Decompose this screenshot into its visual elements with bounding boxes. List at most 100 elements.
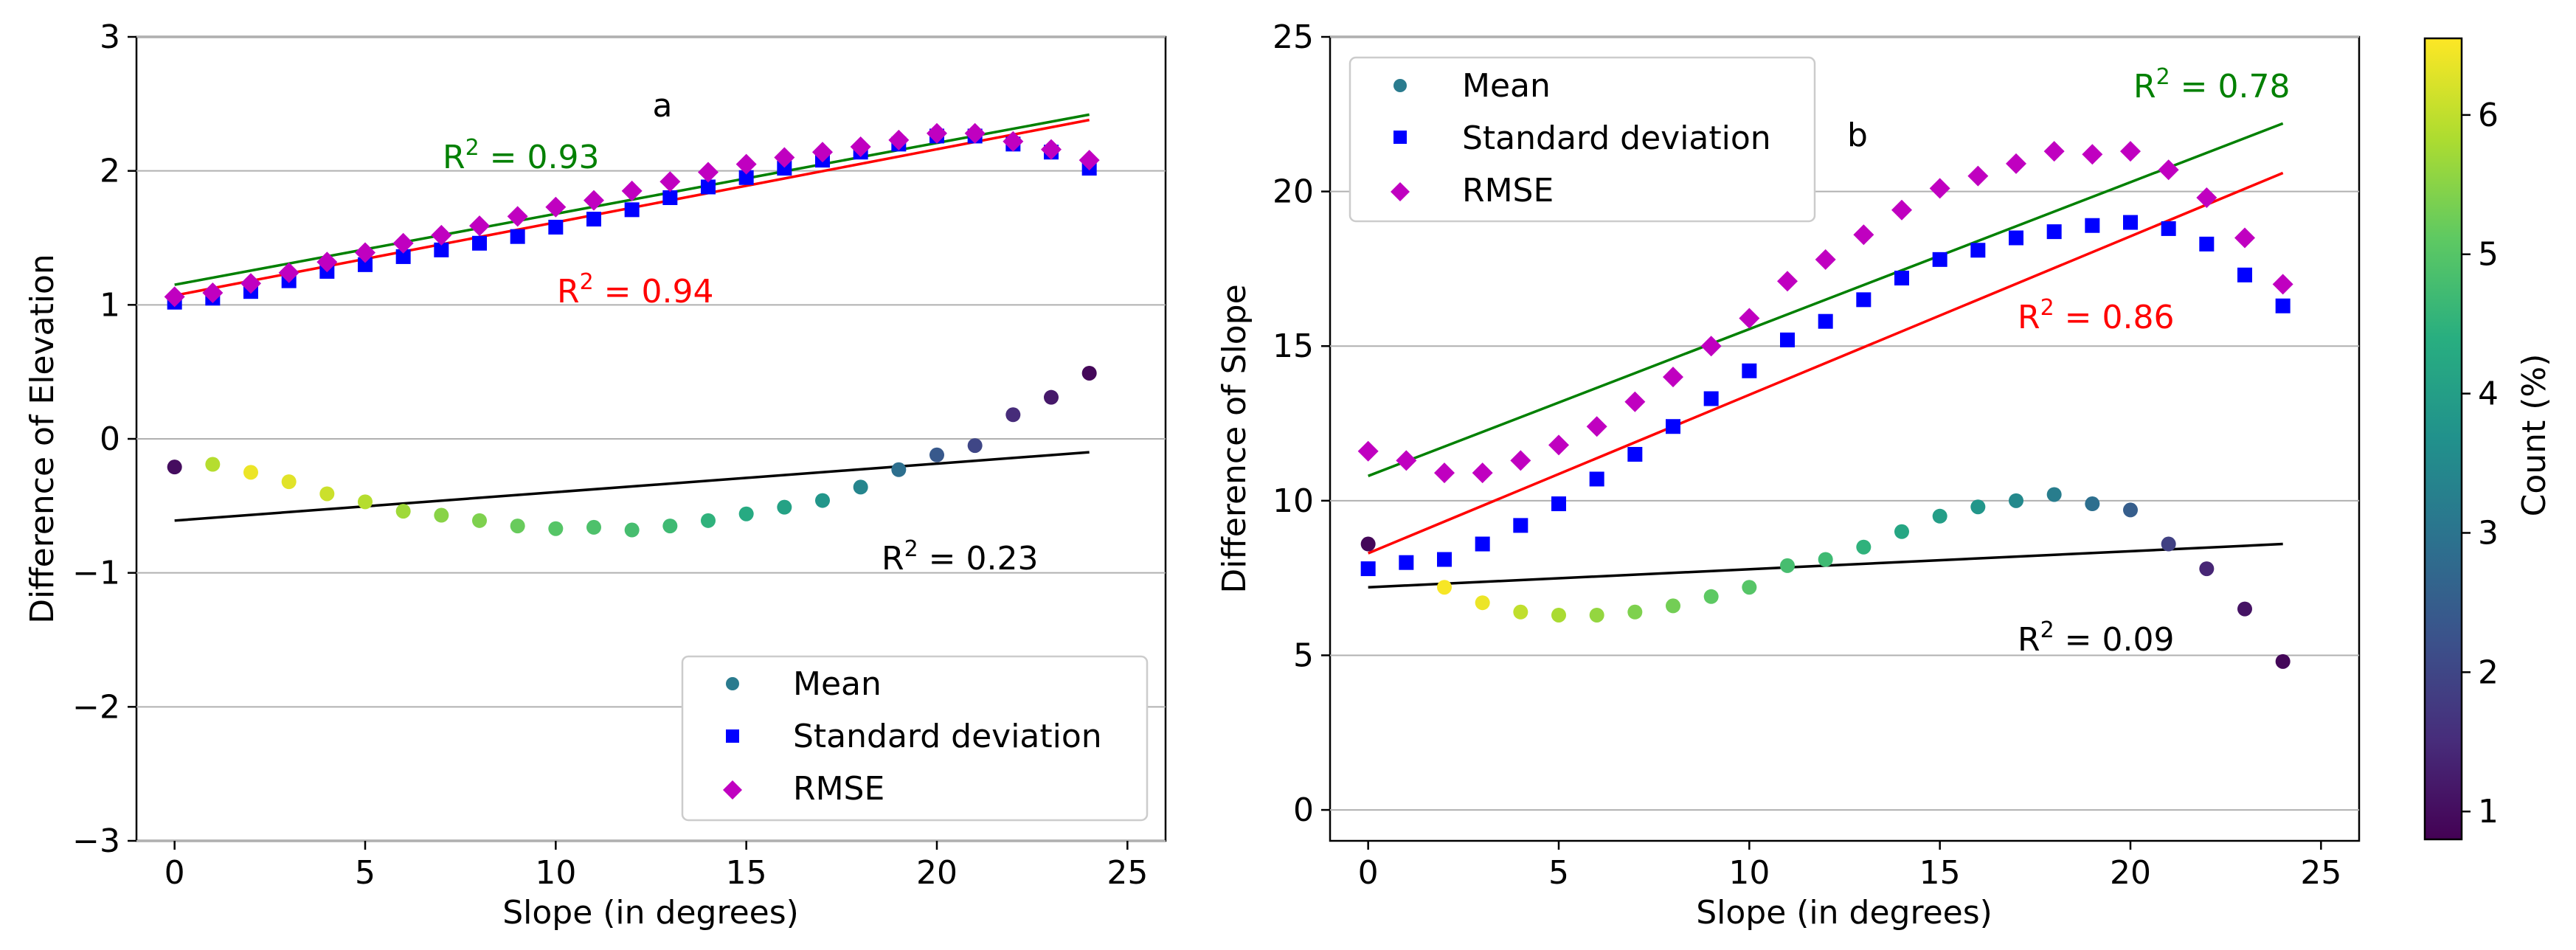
legend-label-mean-a: Mean xyxy=(793,665,882,703)
x-tick-label-a: 0 xyxy=(165,854,185,892)
rmse-point-b xyxy=(1967,165,1989,187)
mean-point-a xyxy=(662,519,678,534)
r2-annotation-rmse-b: R2 = 0.78 xyxy=(2133,64,2290,105)
mean-point-b xyxy=(1666,598,1680,614)
rmse-point-b xyxy=(1929,178,1950,199)
rmse-point-b xyxy=(1472,462,1493,484)
legend-marker-rmse-a xyxy=(723,780,742,800)
r2-annotation-mean-a: R2 = 0.23 xyxy=(882,536,1038,578)
std-point-a xyxy=(358,257,373,272)
std-point-b xyxy=(2275,298,2291,313)
legend-marker-std-a xyxy=(726,729,739,743)
y-axis-label-b: Difference of Slope xyxy=(1216,284,1253,593)
mean-point-a xyxy=(967,438,983,454)
mean-point-a xyxy=(777,499,792,515)
rmse-point-b xyxy=(2234,227,2255,249)
y-tick-label-a: −2 xyxy=(72,688,120,726)
rmse-point-b xyxy=(1815,249,1836,270)
std-point-a xyxy=(586,212,601,227)
std-point-b xyxy=(1780,332,1795,347)
std-point-a xyxy=(777,161,792,176)
mean-point-b xyxy=(1475,595,1490,611)
legend-marker-mean-b xyxy=(1393,79,1407,92)
mean-point-b xyxy=(2275,653,2291,669)
rmse-point-a xyxy=(698,162,719,183)
mean-point-a xyxy=(1081,365,1097,381)
mean-point-a xyxy=(167,460,182,475)
std-point-b xyxy=(2085,218,2100,233)
x-axis-label-b: Slope (in degrees) xyxy=(1696,894,1992,932)
rmse-point-b xyxy=(1586,416,1607,437)
x-tick-label-b: 10 xyxy=(1728,854,1770,892)
y-tick-label-a: 0 xyxy=(100,420,120,458)
colorbar-tick-label: 2 xyxy=(2478,653,2499,691)
mean-point-a xyxy=(472,513,487,528)
mean-point-a xyxy=(395,504,411,519)
colorbar-tick-label: 6 xyxy=(2478,97,2499,134)
y-tick-label-a: 2 xyxy=(100,153,120,190)
std-point-b xyxy=(2123,215,2138,230)
legend-marker-std-b xyxy=(1393,131,1407,144)
r2-annotation-mean-b: R2 = 0.09 xyxy=(2018,617,2174,659)
colorbar-tick-label: 1 xyxy=(2478,793,2499,831)
rmse-point-a xyxy=(1078,150,1100,171)
std-point-b xyxy=(1666,419,1680,434)
std-point-b xyxy=(1894,271,1909,285)
mean-point-b xyxy=(1856,539,1872,555)
y-tick-label-b: 10 xyxy=(1273,482,1314,520)
colorbar-tick-label: 4 xyxy=(2478,375,2499,413)
panel-label-b: b xyxy=(1847,117,1868,154)
rmse-point-a xyxy=(545,196,567,218)
legend-a: Mean Standard deviation RMSE xyxy=(681,655,1149,822)
rmse-point-b xyxy=(1700,336,1722,357)
rmse-point-a xyxy=(850,136,871,157)
std-point-b xyxy=(1627,446,1643,462)
legend-b: Mean Standard deviation RMSE xyxy=(1348,56,1816,223)
mean-point-b xyxy=(2199,561,2215,577)
rmse-point-b xyxy=(1663,367,1683,388)
std-point-a xyxy=(701,179,716,195)
rmse-point-a xyxy=(202,282,224,303)
legend-label-rmse-b: RMSE xyxy=(1462,172,1554,209)
trendline-rmse-b xyxy=(1368,122,2284,477)
mean-point-b xyxy=(1551,607,1566,623)
mean-point-b xyxy=(1627,604,1643,620)
y-ticks-b: 0 5 10 15 20 25 xyxy=(1273,18,1330,829)
colorbar-tick-label: 5 xyxy=(2478,236,2499,274)
mean-point-a xyxy=(738,506,754,521)
std-point-b xyxy=(1589,471,1604,487)
colorbar-tick-label: 3 xyxy=(2478,514,2499,552)
rmse-point-a xyxy=(392,232,414,254)
mean-point-b xyxy=(1703,589,1719,604)
x-tick-label-b: 0 xyxy=(1358,854,1379,892)
rmse-point-a xyxy=(774,147,795,168)
std-point-a xyxy=(434,242,449,257)
x-ticks-a: 0 5 10 15 20 25 xyxy=(165,841,1148,892)
mean-point-b xyxy=(2009,493,2023,508)
slope-difference-chart: 0 5 10 15 20 25 0 5 10 15 20 25 Slope (in degrees)… xyxy=(1216,18,2361,932)
rmse-point-b xyxy=(2043,141,2065,162)
mean-point-a xyxy=(701,513,716,528)
rmse-point-b xyxy=(1548,434,1569,456)
mean-point-a xyxy=(205,457,221,472)
x-ticks-b: 0 5 10 15 20 25 xyxy=(1358,841,2341,892)
rmse-point-a xyxy=(469,215,490,237)
colorbar-ticks: 1 2 3 4 5 6 xyxy=(2462,97,2499,831)
std-point-a xyxy=(472,235,487,251)
y-tick-label-a: 3 xyxy=(100,18,120,56)
mean-point-a xyxy=(281,474,297,490)
mean-point-a xyxy=(1044,389,1059,405)
std-point-a xyxy=(662,190,678,205)
grid-b xyxy=(1330,36,2359,811)
rmse-point-b xyxy=(2158,159,2179,181)
rmse-point-a xyxy=(888,129,910,150)
x-tick-label-a: 25 xyxy=(1107,854,1148,892)
legend-label-std-a: Standard deviation xyxy=(793,718,1102,755)
std-point-b xyxy=(1551,496,1566,512)
y-tick-label-b: 25 xyxy=(1273,18,1314,56)
colorbar: 1 2 3 4 5 6 Count (%) xyxy=(2423,37,2553,841)
rmse-point-b xyxy=(1777,271,1798,292)
y-axis-label-a: Difference of Elevation xyxy=(24,254,61,624)
std-point-b xyxy=(1932,252,1947,267)
rmse-point-b xyxy=(1891,199,1912,221)
